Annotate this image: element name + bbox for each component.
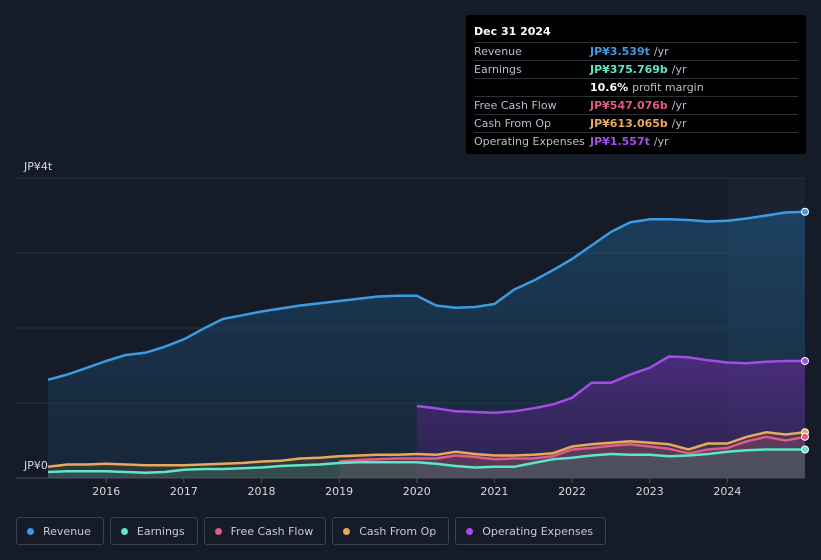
operating-expenses-end-point [801,357,809,365]
tooltip-row: Operating Expenses JP¥1.557t/yr [474,133,798,150]
legend-item-earnings[interactable]: Earnings [109,517,198,545]
tooltip-row: Cash From Op JP¥613.065b/yr [474,115,798,133]
legend: Revenue Earnings Free Cash Flow Cash From O… [16,517,607,545]
tooltip-row: Free Cash Flow JP¥547.076b/yr [474,97,798,115]
legend-dot-icon [466,527,474,535]
revenue-line [47,210,806,382]
x-tick-label: 2024 [713,485,741,498]
tooltip-row: 10.6% profit margin [474,79,798,97]
cash-from-op-line [47,431,806,469]
legend-item-revenue[interactable]: Revenue [16,517,104,545]
tooltip-row-unit: /yr [653,45,669,58]
legend-label: Revenue [43,524,91,538]
earnings-end-point [801,445,809,454]
tooltip-row-label: Cash From Op [474,117,552,130]
legend-label: Operating Expenses [482,524,594,538]
x-tick-label: 2016 [92,485,120,498]
tooltip-row-value: JP¥1.557t [590,135,650,148]
free-cash-flow-end-point [801,432,809,441]
tooltip-row-unit: /yr [671,99,687,112]
x-tick-label: 2020 [403,485,431,498]
legend-item-free-cash-flow[interactable]: Free Cash Flow [203,517,327,545]
y-axis-bottom-label: JP¥0 [24,459,48,472]
x-tick-label: 2018 [248,485,276,498]
tooltip-row-label: Free Cash Flow [474,99,557,112]
tooltip-row-unit: /yr [671,117,687,130]
y-axis-top-label: JP¥4t [24,160,53,173]
tooltip-row-label: Operating Expenses [474,135,585,148]
x-tick-label: 2019 [325,485,353,498]
operating-expenses-area [416,356,805,478]
operating-expenses-line [416,355,805,415]
tooltip-date: Dec 31 2024 [474,23,798,43]
legend-item-operating-expenses[interactable]: Operating Expenses [455,517,607,545]
tooltip-row-label: Earnings [474,63,522,76]
tooltip-row-value: JP¥547.076b [590,99,668,112]
earnings-line [47,448,805,475]
tooltip-row-unit: /yr [671,63,687,76]
tooltip-row: Revenue JP¥3.539t/yr [474,43,798,61]
legend-dot-icon [27,527,34,535]
tooltip-row-value: JP¥613.065b [590,117,668,130]
legend-dot-icon [343,527,351,535]
data-tooltip: Dec 31 2024 Revenue JP¥3.539t/yr Earnings J… [466,15,806,154]
tooltip-row-unit: profit margin [632,81,704,94]
legend-label: Cash From Op [359,524,437,538]
x-tick-label: 2021 [480,485,508,498]
tooltip-row-label: Revenue [474,45,522,58]
tooltip-row-value: 10.6% [590,81,629,94]
legend-label: Earnings [136,524,185,538]
legend-dot-icon [120,527,128,535]
free-cash-flow-line [339,435,806,463]
legend-dot-icon [214,527,222,535]
legend-item-cash-from-op[interactable]: Cash From Op [332,517,450,545]
x-tick-label: 2022 [558,485,586,498]
x-tick-label: 2023 [636,485,664,498]
tooltip-row-value: JP¥3.539t [590,45,650,58]
tooltip-row-value: JP¥375.769b [590,63,668,76]
x-tick-label: 2017 [170,485,198,498]
revenue-end-point [801,207,809,216]
tooltip-row: Earnings JP¥375.769b/yr [474,61,798,79]
tooltip-row-label [474,79,590,96]
tooltip-row-unit: /yr [653,135,669,148]
legend-label: Free Cash Flow [230,524,314,538]
